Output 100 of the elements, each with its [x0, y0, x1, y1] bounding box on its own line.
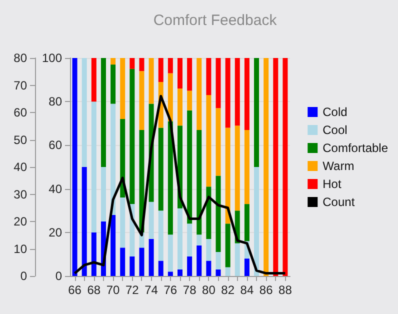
bar	[110, 58, 116, 65]
bar	[110, 64, 116, 104]
bar	[91, 232, 96, 276]
legend-label: Cool	[322, 123, 348, 137]
bar	[178, 88, 182, 126]
x-tick-label: 76	[164, 283, 178, 297]
bar	[206, 58, 212, 96]
bar	[139, 130, 144, 232]
bar	[168, 234, 173, 272]
bar	[216, 176, 221, 252]
bar	[158, 260, 164, 276]
bar	[234, 58, 240, 126]
bar	[273, 58, 278, 276]
bar	[187, 224, 192, 256]
bar	[225, 224, 230, 268]
bar	[120, 119, 126, 198]
bar	[148, 202, 154, 239]
bar	[100, 58, 106, 167]
bar	[168, 272, 173, 276]
bar	[82, 167, 87, 276]
bar	[216, 269, 221, 276]
x-tick-label: 74	[144, 283, 158, 297]
legend-label: Warm	[322, 159, 354, 173]
bar	[206, 260, 212, 276]
x-tick-label: 84	[240, 283, 254, 297]
bar	[196, 130, 202, 235]
bar	[178, 208, 182, 270]
bar	[158, 210, 164, 261]
x-tick-label: 86	[259, 283, 274, 297]
x-tick-label: 88	[278, 283, 292, 297]
chart-title: Comfort Feedback	[153, 12, 278, 29]
bar	[148, 238, 154, 276]
y-tick-label: 80	[48, 94, 62, 109]
bar	[244, 258, 250, 276]
bar	[139, 71, 144, 130]
bar	[82, 58, 87, 167]
legend-label: Hot	[322, 177, 342, 191]
y2-tick-label: 0	[20, 269, 28, 283]
bar	[120, 198, 126, 248]
x-tick-label: 72	[125, 283, 140, 297]
y-tick-label: 60	[48, 138, 62, 152]
bar	[158, 128, 164, 211]
bar	[110, 214, 116, 276]
y-tick-label: 20	[48, 225, 62, 240]
bar	[100, 167, 106, 222]
bar	[148, 58, 154, 104]
legend-label: Count	[322, 195, 356, 209]
x-tick-label: 80	[202, 283, 216, 297]
y2-tick-label: 30	[14, 187, 28, 202]
bar	[234, 126, 240, 211]
y2-tick-label: 80	[14, 51, 28, 65]
bar	[216, 108, 221, 176]
bar	[282, 58, 288, 276]
bar	[91, 102, 96, 232]
bar	[139, 248, 144, 276]
y2-tick-label: 70	[14, 78, 28, 92]
bar	[264, 58, 269, 276]
bar	[244, 204, 250, 242]
y2-tick-label: 40	[14, 160, 28, 174]
y2-tick-label: 20	[14, 214, 28, 228]
x-tick-label: 66	[68, 283, 82, 297]
x-tick-label: 70	[106, 283, 120, 297]
bar	[139, 58, 144, 72]
y-tick-label: 0	[55, 269, 62, 283]
bar	[225, 58, 230, 128]
bar	[120, 248, 126, 276]
bar	[225, 267, 230, 276]
bar	[244, 130, 250, 204]
bar	[158, 58, 164, 82]
bar	[216, 58, 221, 108]
x-tick-label: 82	[221, 283, 235, 297]
bar	[206, 95, 212, 187]
bar	[206, 186, 212, 239]
bar	[168, 58, 173, 74]
bar	[130, 68, 135, 204]
bar	[130, 58, 135, 69]
y-tick-label: 40	[48, 182, 62, 196]
x-tick-label: 78	[182, 283, 197, 297]
y-tick-label: 100	[42, 51, 62, 65]
line-series	[74, 94, 286, 275]
y2-tick-label: 10	[14, 242, 28, 256]
legend-label: Cold	[322, 105, 348, 119]
x-tick-label: 68	[87, 283, 101, 297]
bar	[168, 121, 173, 235]
bar	[187, 256, 192, 276]
y2-tick-label: 60	[14, 106, 28, 120]
bar	[254, 58, 260, 167]
bar	[196, 234, 202, 246]
bar	[187, 90, 192, 110]
bar	[130, 256, 135, 276]
bar	[206, 238, 212, 261]
bar	[178, 58, 182, 89]
bar	[216, 252, 221, 270]
bar	[187, 58, 192, 91]
bar	[196, 245, 202, 276]
bar	[187, 110, 192, 224]
legend-label: Comfortable	[322, 141, 388, 155]
bar	[91, 58, 96, 102]
bar	[196, 58, 202, 130]
bar	[225, 128, 230, 224]
